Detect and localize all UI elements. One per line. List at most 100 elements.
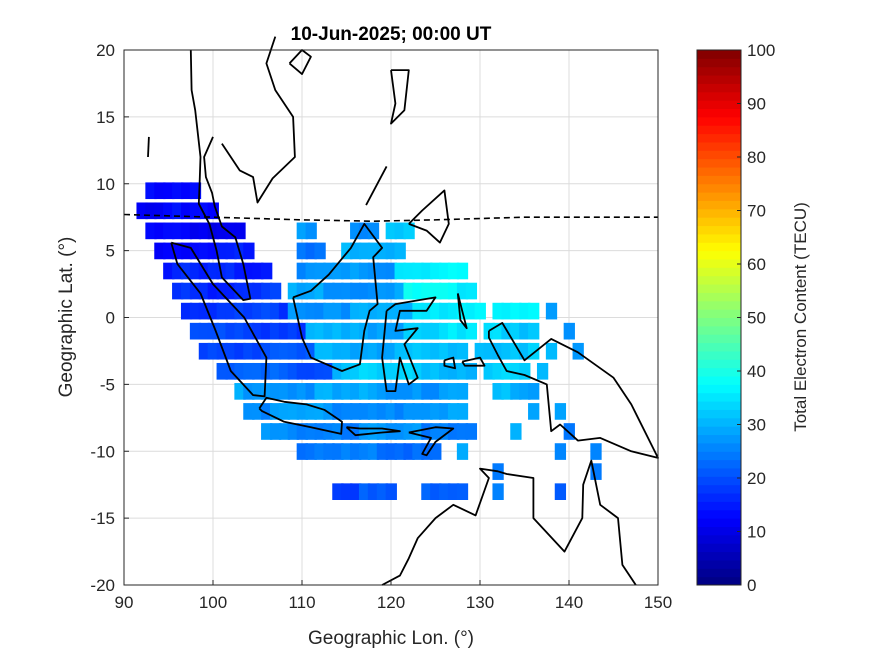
tec-cell (341, 242, 353, 260)
tec-cell (456, 403, 469, 420)
y-tick-label: -5 (100, 375, 115, 394)
tec-cell (510, 383, 522, 400)
tec-cell (296, 302, 308, 320)
tec-cell (207, 222, 219, 240)
tec-cell (243, 342, 255, 360)
coastline (170, 241, 268, 398)
x-tick-label: 100 (199, 593, 227, 612)
tec-cell (287, 282, 300, 300)
tec-cell (447, 362, 460, 380)
tec-cell (296, 362, 308, 380)
tec-cell (332, 403, 344, 420)
tec-cell (412, 362, 424, 380)
tec-cell (394, 282, 406, 300)
colorbar-segment (697, 568, 741, 578)
colorbar-segment (697, 267, 741, 277)
tec-cell (385, 443, 397, 460)
colorbar-segment (697, 559, 741, 569)
tec-cell (483, 362, 495, 380)
tec-cell (225, 262, 237, 280)
tec-cell (563, 423, 575, 440)
tec-cell (421, 423, 433, 440)
colorbar-segment (697, 250, 741, 260)
y-tick-label: 15 (96, 108, 115, 127)
tec-cell (305, 342, 317, 360)
tec-cell (385, 222, 397, 240)
tec-cell (314, 322, 326, 340)
tec-cell (465, 282, 478, 300)
tec-cell (269, 342, 282, 360)
x-tick-label: 140 (555, 593, 583, 612)
tec-cell (358, 282, 371, 300)
coastline (147, 136, 150, 158)
colorbar-tick-label: 10 (747, 523, 766, 542)
tec-cell (492, 483, 504, 500)
tec-cell (314, 423, 326, 440)
tec-cell (269, 423, 282, 440)
coastline (456, 293, 468, 330)
tec-cell (172, 262, 184, 280)
tec-cell (243, 242, 255, 260)
tec-cell (145, 222, 157, 240)
tec-cell (305, 262, 317, 280)
tec-cell (278, 362, 291, 380)
tec-cell (385, 362, 397, 380)
tec-cell (136, 202, 148, 220)
colorbar-segment (697, 467, 741, 477)
tec-cell (189, 282, 202, 300)
tec-cell (394, 222, 406, 240)
colorbar-segment (697, 91, 741, 101)
tec-cell (261, 362, 273, 380)
tec-cell (385, 302, 397, 320)
tec-cell (447, 383, 460, 400)
tec-cell (367, 262, 380, 280)
tec-cell (403, 362, 415, 380)
y-axis-label: Geographic Lat. (°) (56, 237, 77, 398)
tec-cell (412, 262, 424, 280)
tec-cell (447, 342, 460, 360)
tec-cell (590, 443, 602, 460)
tec-cell (403, 383, 415, 400)
tec-cell (447, 302, 460, 320)
tec-cell (430, 282, 442, 300)
tec-cell (207, 302, 219, 320)
tec-cell (519, 302, 531, 320)
tec-cell (296, 403, 308, 420)
tec-cell (332, 322, 344, 340)
tec-cell (421, 262, 433, 280)
x-tick-label: 130 (466, 593, 494, 612)
colorbar-segment (697, 141, 741, 151)
tec-cell (430, 383, 442, 400)
tec-cell (376, 282, 389, 300)
tec-cell (385, 322, 397, 340)
tec-cell (376, 443, 389, 460)
tec-cell (430, 362, 442, 380)
colorbar-segment (697, 292, 741, 302)
tec-cell (189, 182, 202, 200)
tec-cell (394, 262, 406, 280)
tec-cell (367, 403, 380, 420)
tec-cell (456, 383, 469, 400)
tec-cell (243, 262, 255, 280)
y-tick-label: -15 (90, 509, 115, 528)
tec-cell (314, 282, 326, 300)
tec-cell (234, 262, 246, 280)
colorbar-segment (697, 116, 741, 126)
coastline (487, 321, 659, 459)
colorbar-segment (697, 258, 741, 268)
x-tick-label: 120 (377, 593, 405, 612)
tec-cell (323, 383, 335, 400)
tec-cell (367, 383, 380, 400)
tec-cell (430, 443, 442, 460)
tec-cell (296, 383, 308, 400)
tec-cell (163, 242, 175, 260)
tec-cell (421, 282, 433, 300)
tec-cell (465, 423, 478, 440)
tec-cell (403, 262, 415, 280)
tec-cell (296, 262, 308, 280)
colorbar-segment (697, 417, 741, 427)
tec-cell (332, 342, 344, 360)
tec-cell (207, 282, 219, 300)
colorbar-segment (697, 409, 741, 419)
tec-cell (439, 483, 451, 500)
